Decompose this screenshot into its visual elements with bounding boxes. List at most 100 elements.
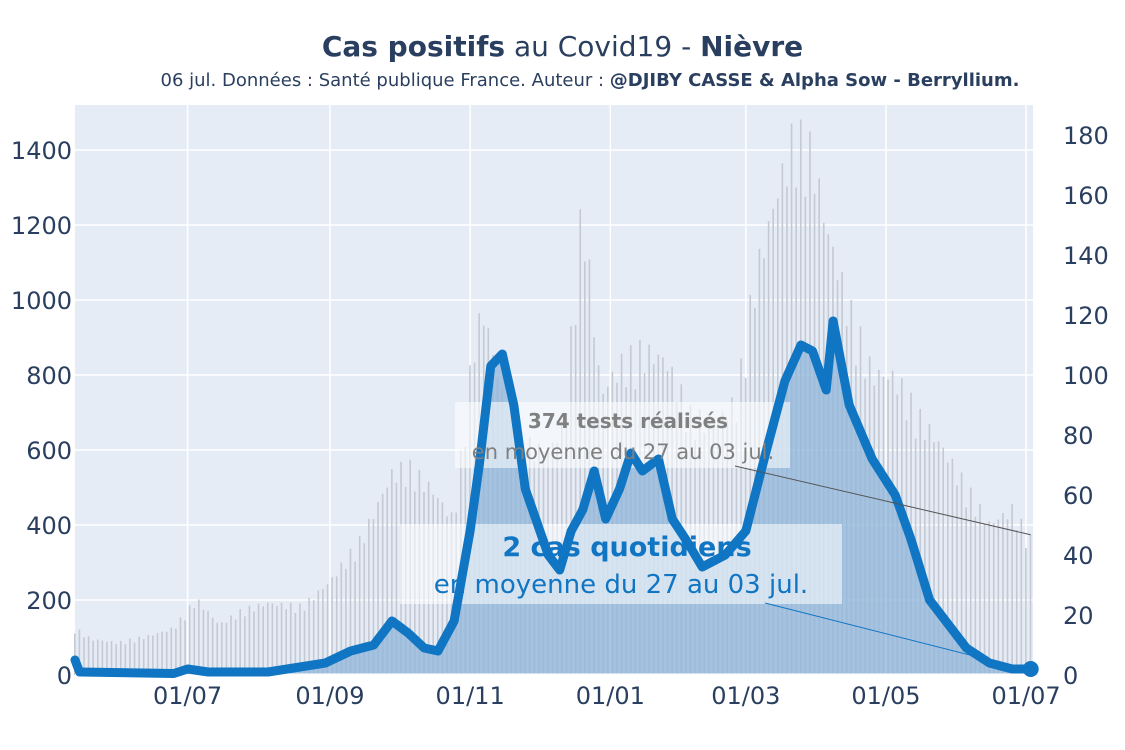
tests-bar [225,622,228,675]
tests-bar [997,519,1000,675]
tests-bar [326,584,329,675]
tests-bar [574,325,577,675]
y-left-tick-1: 200 [26,587,72,615]
tests-bar [1029,535,1032,675]
tests-bar [152,635,154,675]
tests-bar [257,603,260,675]
y-right-tick-1: 20 [1063,602,1094,630]
tests-bar [749,294,752,675]
y-right-tick-9: 180 [1063,122,1109,150]
chart-subtitle: 06 jul. Données : Santé publique France.… [0,70,1125,91]
tests-bar [234,619,237,675]
cases-line [70,316,1036,678]
tests-bar [969,487,972,675]
y-right-tick-6: 120 [1063,302,1109,330]
tests-bar [92,640,94,675]
tests-bar [188,605,191,675]
y-left-tick-7: 1400 [11,137,72,165]
tests-bar [960,472,963,675]
tests-bar [119,640,122,675]
tests-bar [377,502,379,675]
tests-annotation-text: en moyenne du 27 au 03 jul. [472,440,774,464]
y-right-tick-2: 40 [1063,542,1094,570]
y-left-tick-2: 400 [26,512,72,540]
tests-bar [289,602,292,675]
tests-bar [340,562,343,675]
tests-bar [271,603,274,675]
y-right-tick-0: 0 [1063,662,1078,690]
title-bold-cases: Cas positifs [321,30,506,63]
tests-bar [184,620,186,675]
tests-bar [335,576,338,675]
tests-bar [87,636,90,675]
tests-bar [83,637,85,675]
y-left-tick-4: 800 [26,362,72,390]
tests-bar [253,611,255,675]
y-left-tick-6: 1200 [11,212,72,240]
tests-bar [946,462,949,675]
tests-bar [244,616,246,675]
tests-bar [983,523,986,675]
x-tick-5: 01/05 [851,682,920,710]
tests-bar [942,447,945,675]
title-middle: au Covid19 - [505,30,701,63]
chart-title: Cas positifs au Covid19 - Nièvre [0,30,1125,63]
tests-bar [294,612,297,675]
tests-bar [740,358,742,675]
tests-bar [358,535,361,675]
y-right-tick-8: 160 [1063,182,1109,210]
tests-bar [368,518,370,675]
cases-annotation-arrow [764,602,1025,670]
tests-bar [979,503,981,675]
tests-bar [919,408,922,675]
tests-bar [202,609,205,675]
tests-bar [965,507,967,675]
tests-bar [193,608,196,675]
tests-annotation-bold: 374 tests réalisés [528,409,728,433]
tests-bar [1015,529,1018,675]
tests-bar [395,482,398,675]
tests-bar [1002,512,1004,675]
x-tick-0: 01/07 [153,682,222,710]
tests-bar [280,602,283,675]
tests-bar [322,588,324,675]
tests-bar [928,424,931,675]
tests-bar [239,609,242,675]
tests-bar [285,609,287,675]
y-right-tick-4: 80 [1063,422,1094,450]
y-right-tick-3: 60 [1063,482,1094,510]
y-right-tick-5: 100 [1063,362,1109,390]
tests-bar [115,644,117,675]
tests-bar [106,641,108,675]
tests-bar [175,628,177,675]
tests-annotation-arrow [734,465,1031,536]
tests-bar [299,603,301,675]
axis-ticks: 0 200 400 600 800 1000 1200 1400 0 20 40 60 80 100 120… [11,122,1109,710]
tests-bar [74,633,76,675]
tests-bar [988,521,990,675]
tests-bar [924,440,926,675]
tests-bar [216,622,219,675]
tests-bar [933,442,935,675]
tests-bar [312,599,315,675]
tests-bar [1025,548,1027,675]
tests-bar [198,599,200,675]
tests-bar [372,518,375,675]
tests-bar [147,635,150,675]
y-left-tick-3: 600 [26,437,72,465]
tests-bar [937,441,940,675]
tests-bar [584,261,586,675]
tests-bar [331,577,333,675]
tests-bar [381,493,384,675]
tests-bar [156,633,159,675]
tests-bar [1020,518,1023,675]
tests-bar [170,627,173,675]
tests-bar [266,602,269,675]
tests-bar [276,605,278,675]
tests-bar [101,640,104,675]
subtitle-source: 06 jul. Données : Santé publique France.… [160,70,610,91]
tests-bar [142,639,145,675]
tests-bar [96,639,99,675]
tests-bar [1006,519,1009,675]
tests-bar [386,487,389,675]
